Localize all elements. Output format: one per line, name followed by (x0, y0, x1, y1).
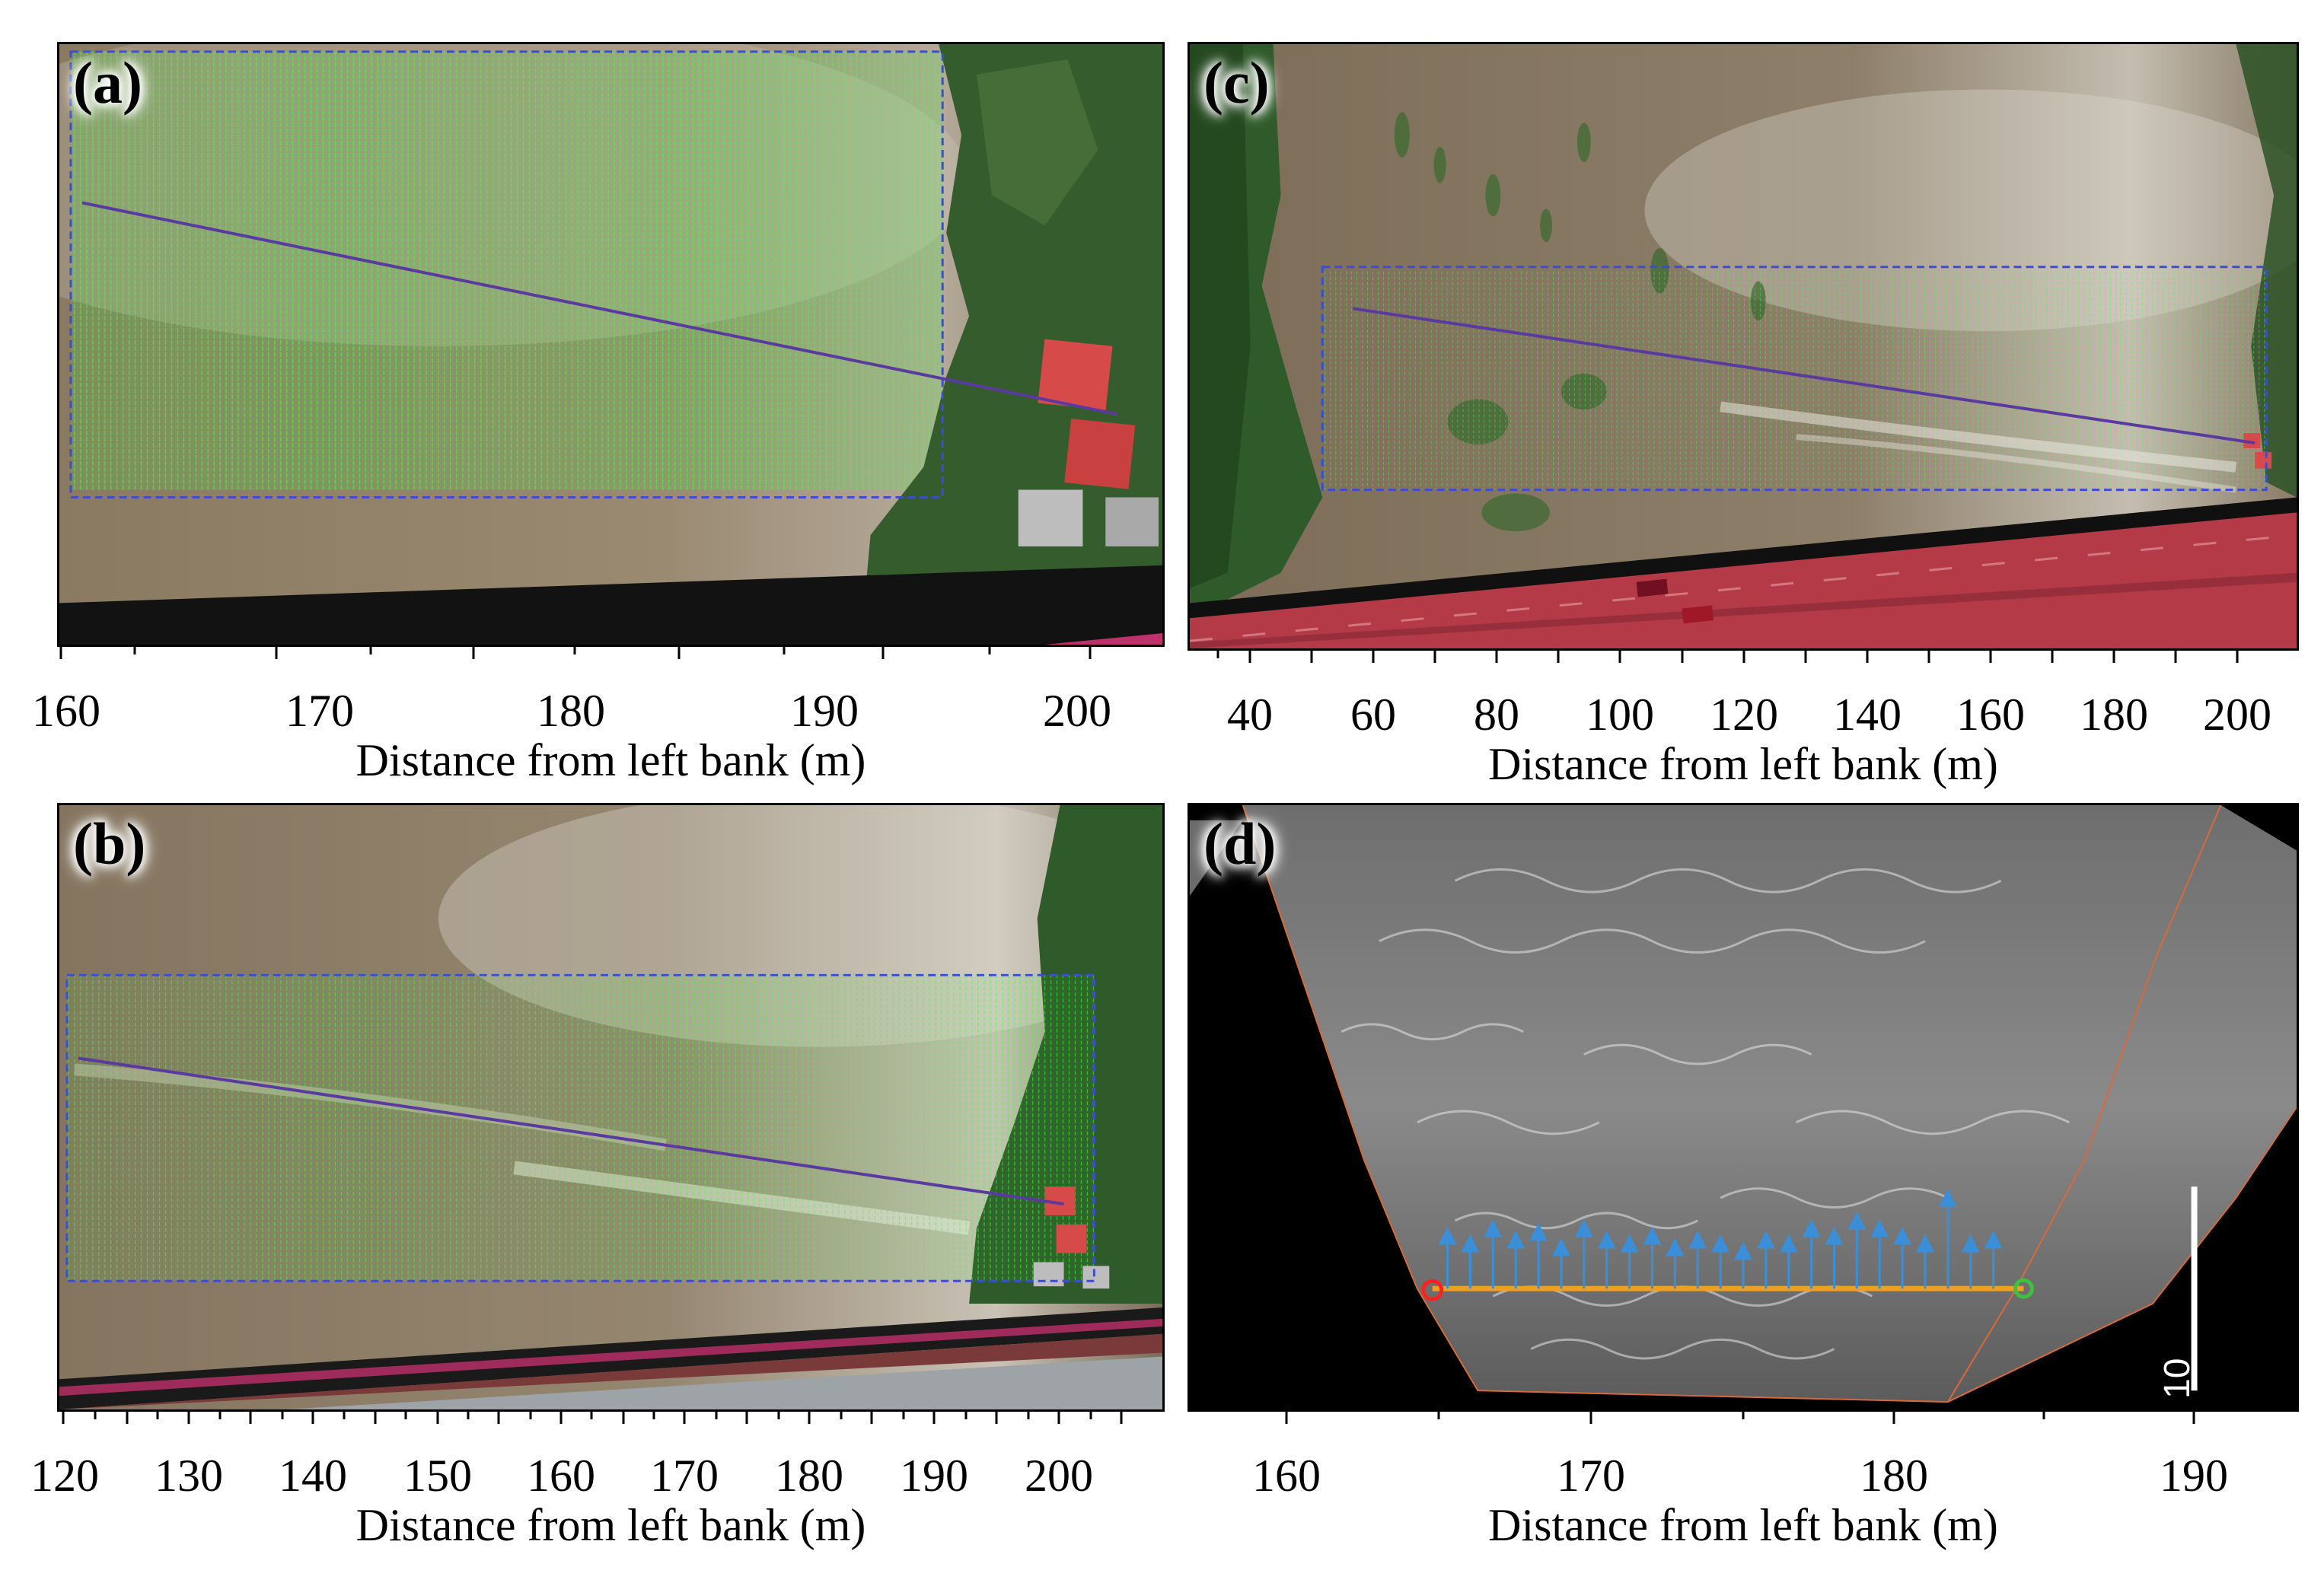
panel-a-label: (a) (73, 49, 142, 116)
tick-label: 190 (2160, 1451, 2228, 1501)
panel-d-tick-marks (1285, 1412, 2195, 1424)
tick-label: 80 (1474, 689, 1519, 740)
tick-label: 150 (403, 1451, 472, 1501)
tick-label: 140 (1833, 689, 1902, 740)
panel-d-x-axis: 160 170 180 190 Distance from left bank … (1188, 1412, 2299, 1550)
tick-label: 180 (537, 686, 605, 736)
panel-d-image: (d) 10 (1188, 803, 2299, 1412)
tick-label: 160 (1252, 1451, 1321, 1501)
tick-label: 60 (1350, 689, 1396, 740)
panel-b-label: (b) (73, 811, 146, 877)
tick-label: 120 (1710, 689, 1778, 740)
tick-label: 200 (1025, 1451, 1093, 1501)
panel-c-label: (c) (1203, 49, 1270, 116)
tick-label: 160 (1956, 689, 2025, 740)
panel-a-image: (a) (57, 42, 1165, 647)
panel-a-photo-svg (59, 44, 1162, 645)
panel-a-x-axis-title: Distance from left bank (m) (355, 735, 866, 785)
tick-label: 200 (2203, 689, 2271, 740)
panel-b-tick-marks (62, 1412, 1123, 1424)
panel-d-photo-svg (1190, 805, 2297, 1403)
tick-label: 200 (1043, 686, 1111, 736)
tick-label: 100 (1586, 689, 1654, 740)
tick-label: 120 (30, 1451, 99, 1501)
panel-b-x-axis-title: Distance from left bank (m) (355, 1500, 866, 1550)
tick-label: 180 (775, 1451, 843, 1501)
tick-label: 180 (1860, 1451, 1928, 1501)
tick-label: 190 (900, 1451, 968, 1501)
tick-label: 160 (32, 686, 100, 736)
panel-c-x-axis-title: Distance from left bank (m) (1488, 739, 1998, 789)
panel-a: (a) 160 170 180 190 200 Distance from le… (32, 42, 1165, 803)
panel-a-tick-marks (59, 647, 1092, 659)
tick-label: 160 (527, 1451, 595, 1501)
panel-b-photo-svg (59, 805, 1162, 1409)
tick-label: 130 (155, 1451, 223, 1501)
panel-c-tick-marks (1216, 651, 2239, 663)
panel-c: (c) 40 60 80 100 120 140 160 (1188, 42, 2299, 803)
panel-c-photo-svg (1190, 44, 2297, 648)
tick-label: 170 (285, 686, 354, 736)
panel-c-image: (c) (1188, 42, 2299, 651)
panel-d: (d) 10 160 170 180 190 Distance from lef… (1188, 803, 2299, 1572)
panel-b-x-axis: 120 130 140 150 160 170 180 190 200 Dist… (30, 1412, 1165, 1550)
tick-label: 140 (279, 1451, 347, 1501)
tick-label: 170 (650, 1451, 719, 1501)
tick-label: 40 (1227, 689, 1273, 740)
tick-label: 180 (2080, 689, 2148, 740)
panel-b: (b) (30, 803, 1165, 1572)
panel-d-label: (d) (1203, 811, 1277, 877)
panel-d-x-axis-title: Distance from left bank (m) (1488, 1500, 1998, 1550)
scale-bar-label: 10 (2157, 1358, 2198, 1399)
panel-a-x-axis: 160 170 180 190 200 Distance from left b… (32, 647, 1165, 785)
panel-b-image: (b) (57, 803, 1165, 1412)
tick-label: 190 (790, 686, 859, 736)
panel-c-x-axis: 40 60 80 100 120 140 160 180 200 Distanc… (1188, 651, 2299, 789)
tick-label: 170 (1557, 1451, 1625, 1501)
